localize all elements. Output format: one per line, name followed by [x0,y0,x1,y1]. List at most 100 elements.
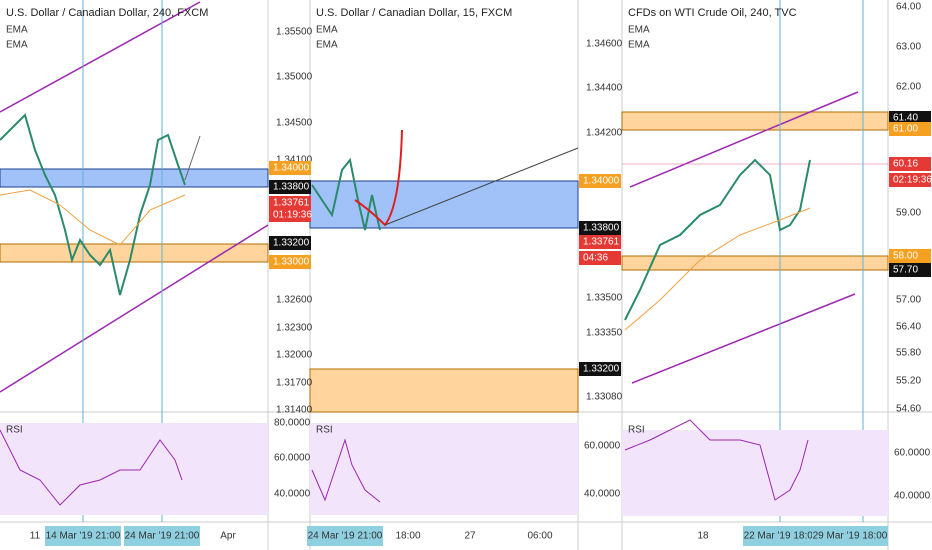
price-tag [579,235,621,249]
rsi-tick: 80.0000 [274,418,311,429]
rsi-label: RSI [628,425,645,436]
time-label: 11 [30,531,41,542]
time-label: 18 [697,531,709,542]
price-tag [889,263,931,277]
price-tag-label: 1.33800 [583,223,620,234]
price-tick: 59.00 [896,208,921,219]
price-tick: 1.34200 [586,128,623,139]
price-tag-label: 04:36 [583,253,608,264]
price-tag [889,122,931,136]
price-tick: 63.00 [896,42,921,53]
price-tag [269,161,311,175]
time-highlight [45,526,121,546]
price-tag [889,157,931,171]
price-tick: 1.34600 [586,39,623,50]
price-tag [579,362,621,376]
rsi-tick: 40.0000 [274,489,311,500]
price-tag [889,173,931,187]
price-tick: 57.00 [896,295,921,306]
chart-title: U.S. Dollar / Canadian Dollar, 15, FXCM [316,7,512,19]
time-highlight [812,526,888,546]
rsi-line [624,419,809,501]
trend-line [384,147,579,226]
time-label: 24 Mar '19 21:00 [125,531,200,542]
time-label: 29 Mar '19 18:00 [813,531,888,542]
price-tag [889,249,931,263]
price-tick: 1.33350 [586,328,623,339]
price-candles [624,158,811,321]
time-label: 06:00 [527,531,552,542]
zone [621,111,889,131]
price-tag-label: 61.40 [893,113,918,124]
rsi-band [622,430,888,516]
rsi-label: RSI [6,425,23,436]
rsi-tick: 60.0000 [274,453,311,464]
zone [309,180,579,229]
time-label: 22 Mar '19 18:00 [744,531,819,542]
zone [0,243,269,263]
price-candles [311,157,381,231]
trend-line [631,293,856,384]
price-tick: 1.35000 [276,72,313,83]
price-tick: 1.34400 [586,83,623,94]
rsi-line [311,438,381,503]
price-tag [579,251,621,265]
price-tick: 1.31700 [276,378,313,389]
time-highlight [124,526,200,546]
price-tag-label: 1.33000 [273,257,310,268]
price-tag-label: 1.33761 [273,198,310,209]
rsi-band [0,423,268,515]
rsi-tick: 60.0000 [894,448,931,459]
rsi-band [310,423,578,515]
price-tick: 1.35500 [276,27,313,38]
price-tick: 1.32600 [276,295,313,306]
price-tick: 1.33500 [586,293,623,304]
price-tag-label: 01:19:36 [273,210,312,221]
price-tag-label: 58.00 [893,251,918,262]
indicator-label: EMA [316,40,338,51]
time-label: 24 Mar '19 21:00 [308,531,383,542]
price-tag-label: 1.34000 [583,176,620,187]
price-tick: 1.32000 [276,350,313,361]
price-tick: 56.40 [896,322,921,333]
price-tag [269,255,311,269]
rsi-line [0,429,183,506]
zone [0,168,269,188]
rsi-tick: 40.0000 [584,489,621,500]
ema-line [0,189,186,246]
price-tick: 55.20 [896,376,921,387]
price-tick: 64.00 [896,2,921,13]
indicator-label: EMA [6,25,28,36]
price-tag-label: 1.33800 [273,182,310,193]
trend-line [0,224,269,393]
time-label: 14 Mar '19 21:00 [46,531,121,542]
price-tag-label: 1.34000 [273,163,310,174]
price-tag [269,196,311,210]
price-tag-label: 1.33761 [583,237,620,248]
indicator-label: EMA [628,40,650,51]
indicator-label: EMA [628,25,650,36]
arrow [184,135,201,181]
chart-title: U.S. Dollar / Canadian Dollar, 240, FXCM [6,7,208,19]
price-tag [579,174,621,188]
rsi-tick: 60.0000 [584,441,621,452]
time-label: 27 [464,531,476,542]
price-tick: 1.34100 [276,155,313,166]
price-tick: 1.33080 [586,392,623,403]
price-tick: 1.32300 [276,323,313,334]
price-tag [889,111,931,125]
price-tag-label: 57.70 [893,265,918,276]
price-tag-label: 1.33200 [273,238,310,249]
price-tick: 55.80 [896,348,921,359]
indicator-label: EMA [6,40,28,51]
time-label: Apr [220,531,236,542]
rsi-tick: 40.0000 [894,491,931,502]
time-highlight [743,526,819,546]
price-tag-label: 61.00 [893,124,918,135]
price-tag [269,236,311,250]
indicator-label: EMA [316,25,338,36]
price-tag [269,208,311,222]
time-label: 18:00 [395,531,420,542]
price-tag-label: 60.16 [893,159,918,170]
